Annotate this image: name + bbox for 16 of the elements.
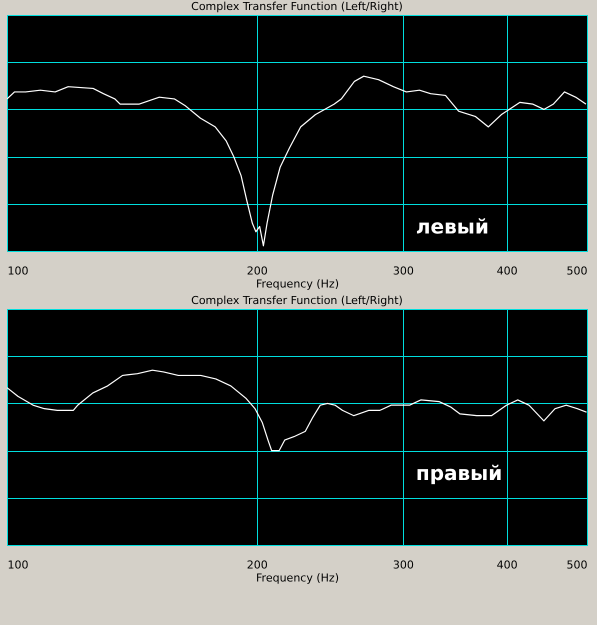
x-tick-label: 300 <box>392 558 414 572</box>
x-axis-title: Frequency (Hz) <box>256 572 339 584</box>
x-tick-label: 500 <box>566 264 588 278</box>
annotation: правый <box>416 461 502 486</box>
annotation: левый <box>416 214 489 238</box>
x-tick-label: 400 <box>496 558 518 572</box>
x-tick-label: 200 <box>246 558 268 572</box>
x-tick-label: 100 <box>8 558 28 572</box>
x-tick-label: 300 <box>392 264 414 278</box>
x-tick-label: 200 <box>246 264 268 278</box>
x-tick-label: 400 <box>496 264 518 278</box>
chart-title: Complex Transfer Function (Left/Right) <box>191 0 403 13</box>
chart-title: Complex Transfer Function (Left/Right) <box>191 294 403 307</box>
x-axis-title: Frequency (Hz) <box>256 278 339 290</box>
x-tick-label: 100 <box>8 264 28 278</box>
x-tick-label: 500 <box>566 558 588 572</box>
